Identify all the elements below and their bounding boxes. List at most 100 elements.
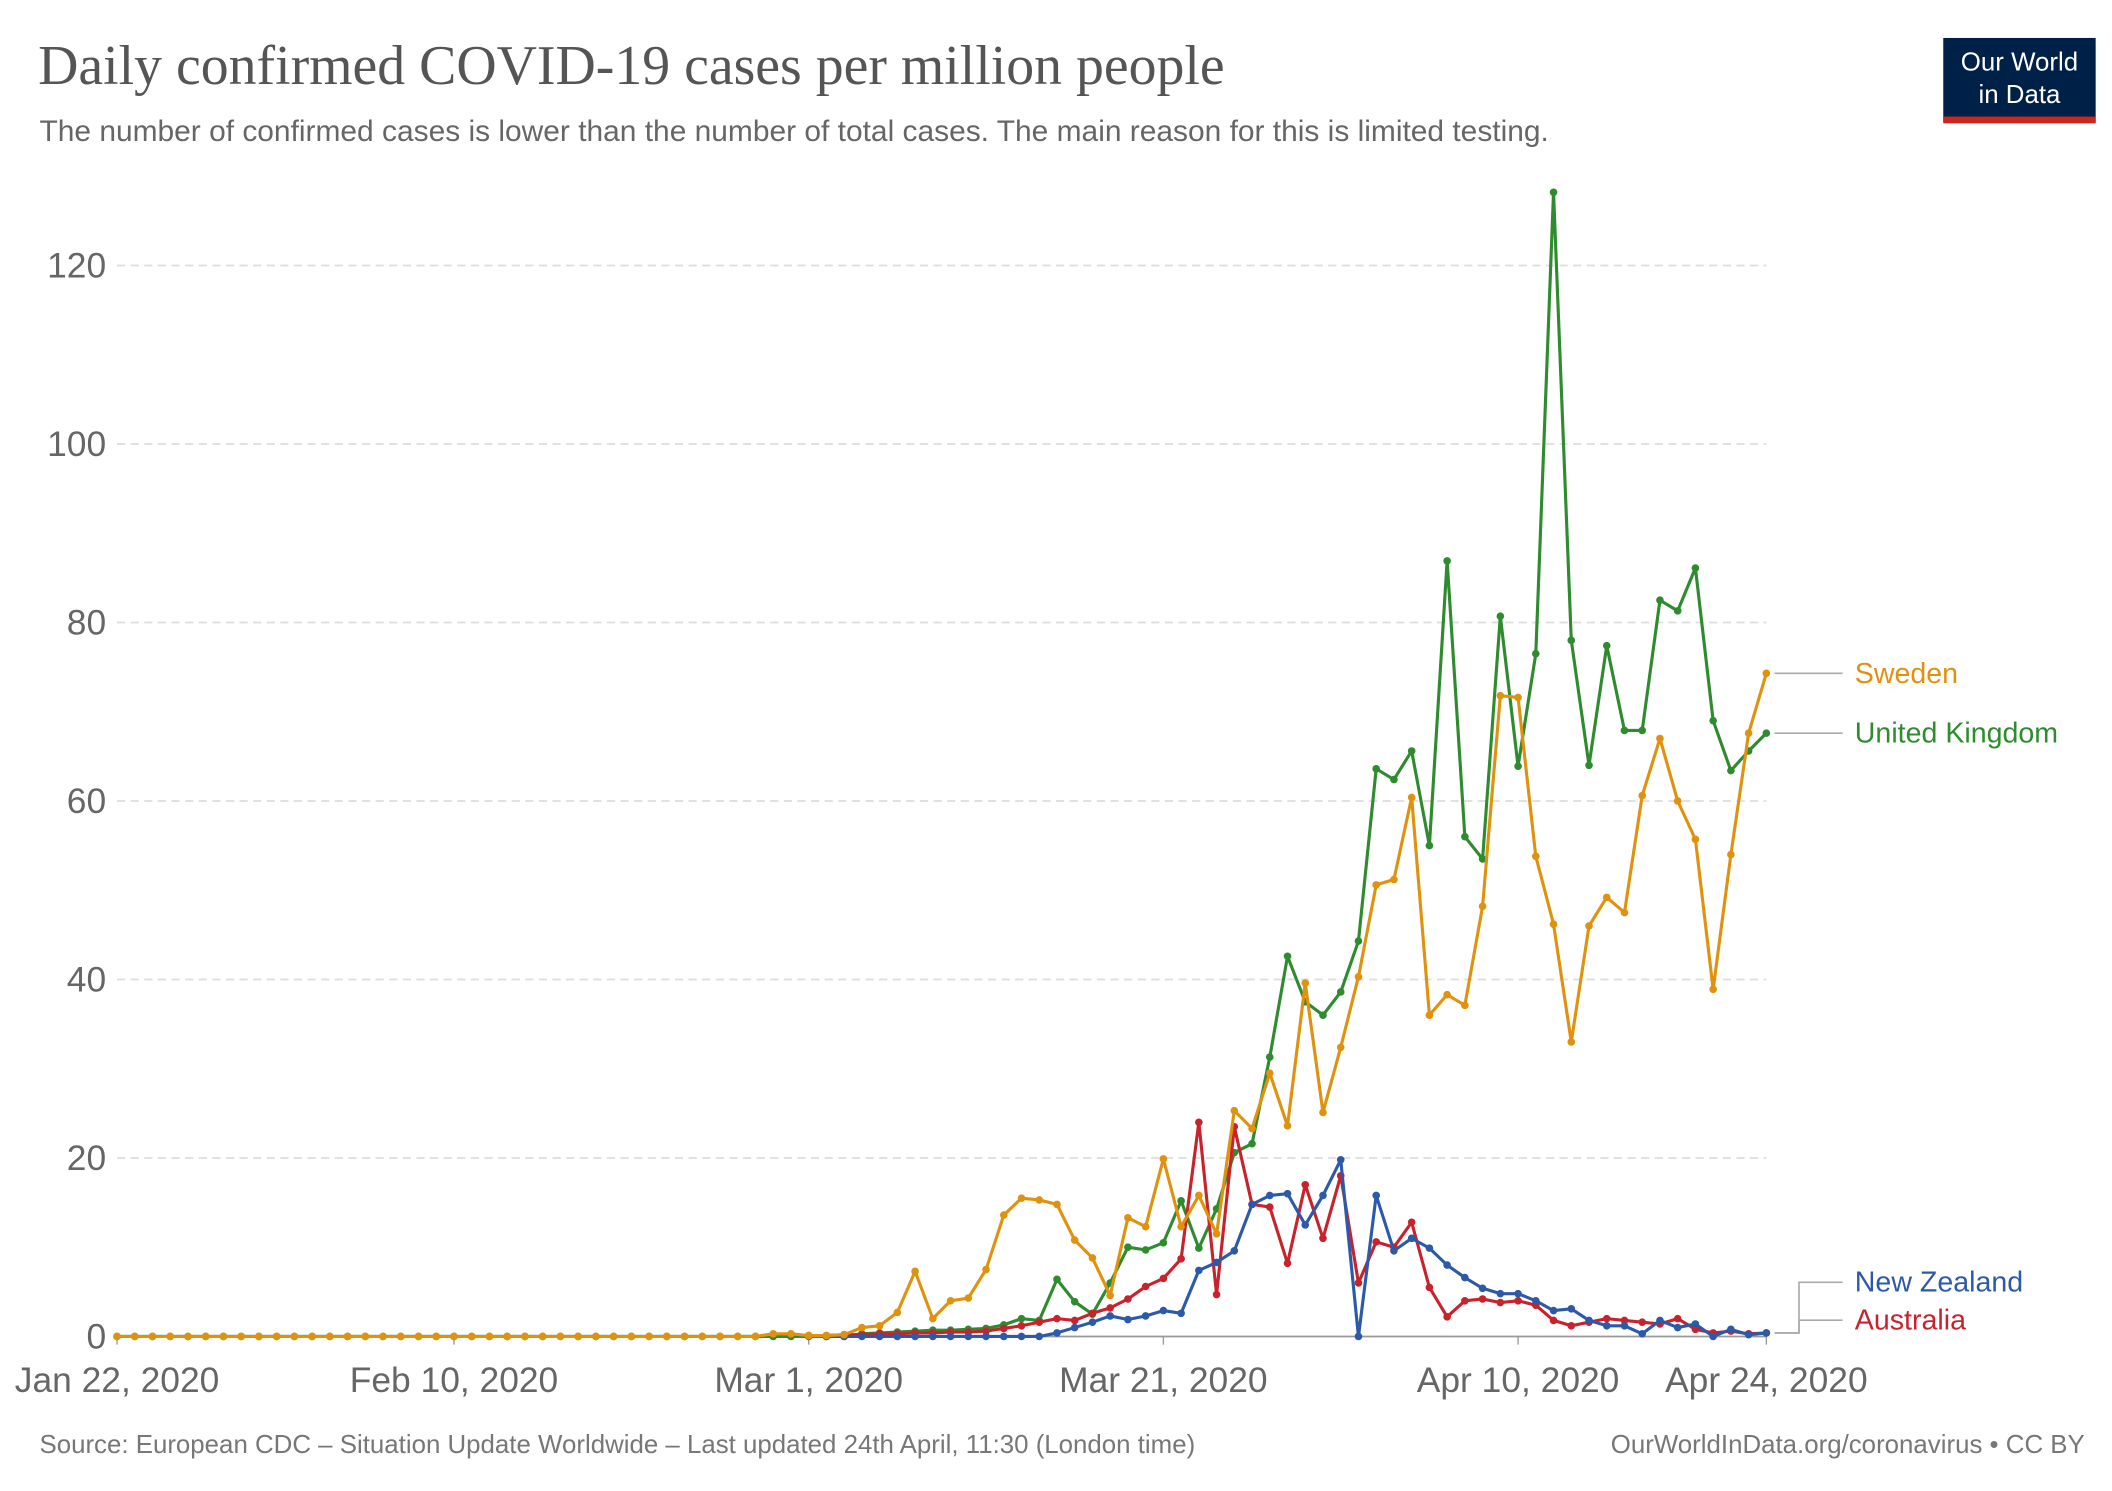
data-point (1691, 835, 1700, 844)
data-point (1053, 1329, 1061, 1337)
legend-label: Australia (1855, 1305, 1966, 1337)
data-point (1549, 188, 1558, 197)
data-point (1141, 1246, 1150, 1254)
data-point (201, 1332, 210, 1341)
data-point (875, 1321, 884, 1330)
data-point (1053, 1275, 1061, 1284)
data-point (946, 1296, 955, 1305)
data-point (521, 1332, 529, 1341)
x-tick-label: Mar 21, 2020 (1059, 1361, 1267, 1400)
data-point (1638, 726, 1647, 735)
data-point (379, 1332, 387, 1341)
data-point (396, 1332, 405, 1341)
data-point (272, 1332, 281, 1341)
data-point (1177, 1255, 1185, 1263)
data-point (804, 1331, 813, 1340)
data-point (1567, 1321, 1576, 1330)
data-point (1673, 1314, 1682, 1323)
data-point (1514, 762, 1522, 770)
data-point (1106, 1304, 1114, 1312)
data-point (1602, 1314, 1611, 1323)
data-point (1656, 1316, 1664, 1325)
data-point (1496, 1298, 1505, 1307)
data-point (858, 1332, 866, 1341)
data-point (822, 1331, 831, 1340)
data-point (1230, 1247, 1239, 1255)
data-point (1159, 1155, 1168, 1163)
data-point (1159, 1306, 1168, 1315)
data-point (946, 1332, 955, 1341)
data-point (237, 1332, 245, 1341)
data-point (1070, 1297, 1079, 1306)
data-point (1177, 1309, 1185, 1318)
data-point (1638, 1330, 1647, 1338)
data-point (166, 1332, 175, 1341)
data-point (1673, 797, 1682, 805)
data-point (1549, 1316, 1558, 1325)
data-point (1319, 1234, 1327, 1243)
data-point (1390, 775, 1398, 784)
y-tick-label: 60 (67, 782, 106, 821)
data-point (1141, 1222, 1150, 1231)
data-point (1443, 557, 1451, 565)
data-point (1531, 1296, 1540, 1305)
data-point (485, 1332, 494, 1341)
data-point (1691, 1320, 1700, 1328)
data-point (1035, 1318, 1044, 1326)
data-point (361, 1332, 370, 1341)
data-point (858, 1323, 866, 1332)
data-point (1443, 990, 1451, 999)
data-point (326, 1332, 334, 1341)
data-point (1585, 1316, 1593, 1325)
data-point (964, 1294, 973, 1302)
series-line (117, 672, 1768, 1339)
data-point (929, 1332, 937, 1341)
y-tick-label: 100 (47, 425, 106, 464)
x-tick-label: Apr 24, 2020 (1665, 1361, 1868, 1400)
data-point (1053, 1314, 1061, 1323)
data-point (662, 1332, 671, 1341)
plot (113, 188, 1771, 1341)
data-point (1212, 1290, 1221, 1299)
data-point (1265, 1069, 1274, 1077)
data-point (911, 1332, 919, 1341)
data-point (1496, 1289, 1505, 1298)
data-point (609, 1332, 618, 1341)
data-point (1301, 1221, 1310, 1229)
data-point (840, 1330, 848, 1339)
data-point (1354, 937, 1363, 945)
data-point (769, 1330, 778, 1338)
data-point (1620, 908, 1629, 917)
data-point (1620, 1316, 1629, 1325)
data-point (1567, 1038, 1576, 1046)
data-point (875, 1332, 884, 1341)
data-point (1656, 734, 1664, 743)
data-point (1762, 669, 1771, 678)
data-point (1070, 1236, 1079, 1244)
data-point (1283, 1122, 1292, 1130)
logo-text: in Data (1979, 81, 2062, 109)
data-point (1212, 1230, 1221, 1238)
data-point (982, 1265, 990, 1274)
data-point (1407, 793, 1416, 802)
data-point (1053, 1200, 1061, 1209)
data-point (1727, 1325, 1735, 1334)
data-point (1230, 1106, 1239, 1115)
data-point (308, 1332, 316, 1341)
data-point (1567, 1305, 1576, 1313)
source-note: Source: European CDC – Situation Update … (39, 1431, 1195, 1459)
data-point (1407, 747, 1416, 755)
data-point (999, 1324, 1008, 1333)
data-point (1727, 766, 1735, 775)
data-point (148, 1332, 157, 1341)
y-tick-label: 40 (67, 961, 106, 1000)
data-point (1496, 612, 1505, 621)
data-point (1531, 649, 1540, 658)
data-point (1372, 1238, 1380, 1246)
x-tick-label: Feb 10, 2020 (350, 1361, 558, 1400)
data-point (1602, 893, 1611, 902)
logo-text: Our World (1961, 49, 2078, 77)
data-point (1709, 716, 1717, 725)
data-point (1620, 1321, 1629, 1330)
data-point (1159, 1238, 1168, 1247)
